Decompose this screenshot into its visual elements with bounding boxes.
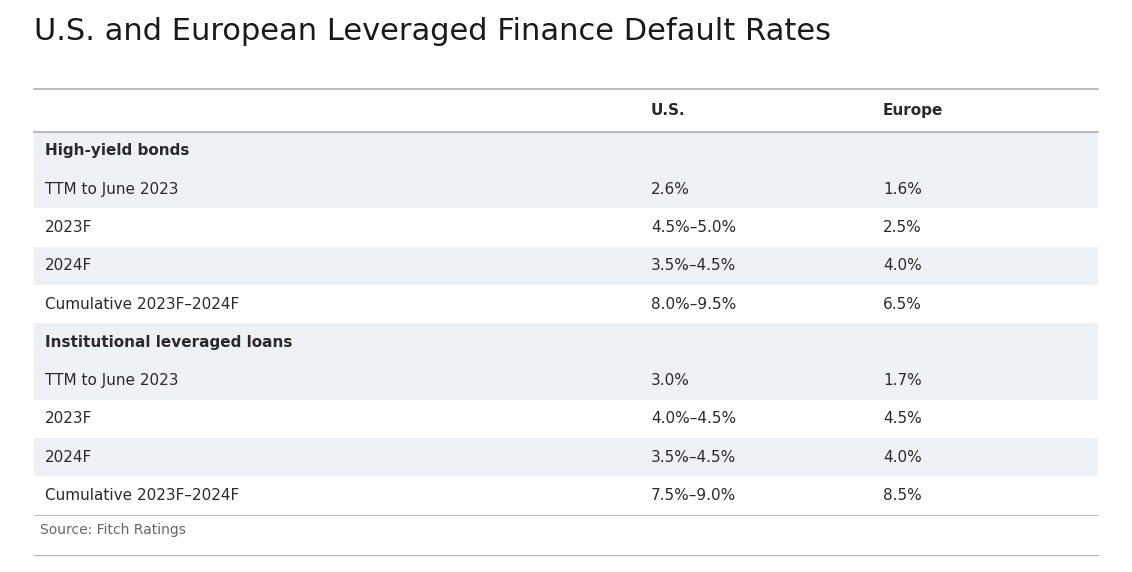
- Text: 2.6%: 2.6%: [651, 181, 689, 197]
- Text: 8.5%: 8.5%: [883, 488, 921, 503]
- Text: Source: Fitch Ratings: Source: Fitch Ratings: [40, 523, 186, 537]
- Text: Cumulative 2023F–2024F: Cumulative 2023F–2024F: [45, 488, 240, 503]
- Text: Europe: Europe: [883, 102, 943, 118]
- Text: 4.0%: 4.0%: [883, 258, 921, 273]
- Text: U.S. and European Leveraged Finance Default Rates: U.S. and European Leveraged Finance Defa…: [34, 17, 831, 46]
- Text: 7.5%–9.0%: 7.5%–9.0%: [651, 488, 736, 503]
- Text: U.S.: U.S.: [651, 102, 686, 118]
- Text: Cumulative 2023F–2024F: Cumulative 2023F–2024F: [45, 296, 240, 312]
- Text: 2024F: 2024F: [45, 258, 93, 273]
- Bar: [34, 132, 1098, 170]
- Text: 1.6%: 1.6%: [883, 181, 921, 197]
- Text: TTM to June 2023: TTM to June 2023: [45, 373, 179, 388]
- Bar: [34, 170, 1098, 208]
- Text: 4.0%: 4.0%: [883, 450, 921, 465]
- Text: 3.5%–4.5%: 3.5%–4.5%: [651, 258, 736, 273]
- Bar: [34, 362, 1098, 400]
- Text: 3.5%–4.5%: 3.5%–4.5%: [651, 450, 736, 465]
- Text: 4.5%: 4.5%: [883, 411, 921, 427]
- Text: High-yield bonds: High-yield bonds: [45, 143, 190, 158]
- Text: 1.7%: 1.7%: [883, 373, 921, 388]
- Text: 6.5%: 6.5%: [883, 296, 921, 312]
- Text: Institutional leveraged loans: Institutional leveraged loans: [45, 335, 293, 350]
- Text: 2023F: 2023F: [45, 411, 93, 427]
- Bar: [34, 247, 1098, 285]
- Text: 4.5%–5.0%: 4.5%–5.0%: [651, 220, 736, 235]
- Text: 8.0%–9.5%: 8.0%–9.5%: [651, 296, 736, 312]
- Text: 2.5%: 2.5%: [883, 220, 921, 235]
- Text: TTM to June 2023: TTM to June 2023: [45, 181, 179, 197]
- Text: 2023F: 2023F: [45, 220, 93, 235]
- Bar: [34, 323, 1098, 362]
- Text: 4.0%–4.5%: 4.0%–4.5%: [651, 411, 736, 427]
- Bar: [34, 438, 1098, 476]
- Text: 3.0%: 3.0%: [651, 373, 689, 388]
- Text: 2024F: 2024F: [45, 450, 93, 465]
